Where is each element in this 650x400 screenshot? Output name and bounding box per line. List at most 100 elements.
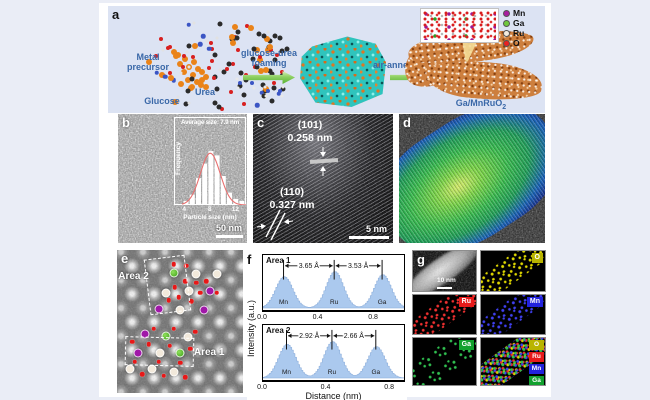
atom-marker-o: [151, 326, 156, 331]
atom-marker-o: [182, 279, 188, 284]
legend-item: Mn: [503, 8, 525, 18]
atom-dot: [198, 82, 204, 88]
panel-f-label: f: [247, 252, 252, 267]
metal-precursor-label: Metal precursor: [126, 52, 170, 72]
atom-marker-ru: [125, 364, 135, 374]
atom-marker-ru: [191, 269, 201, 279]
atom-marker-o: [214, 290, 219, 296]
atom-dot: [192, 42, 199, 49]
atom-marker-o: [161, 373, 166, 379]
atom-dot: [272, 81, 276, 85]
element-badge-ru: Ru: [458, 297, 474, 307]
atom-marker-o: [189, 299, 194, 304]
scale-bar: [437, 287, 452, 289]
atom-dot: [186, 43, 192, 49]
atom-dot: [167, 45, 172, 50]
eds-map-ga: Ga: [412, 337, 477, 386]
histogram-bars: [182, 151, 246, 205]
atom-dot: [248, 24, 255, 31]
atom-dot: [212, 52, 218, 58]
atom-dot: [191, 54, 196, 59]
atom-dot: [178, 81, 184, 87]
atom-dot: [200, 34, 206, 39]
x-ticks-area1: 0.0 0.4 0.8: [257, 314, 405, 323]
atom-dot: [218, 68, 222, 72]
atom-dot: [250, 56, 256, 62]
atom-dot: [238, 81, 242, 85]
atom-dot: [205, 39, 209, 43]
urea-label: Urea: [194, 87, 215, 97]
atom-dot: [228, 89, 233, 94]
svg-text:Mn: Mn: [279, 299, 288, 306]
svg-text:2.66 Å: 2.66 Å: [344, 331, 365, 340]
atom-dot: [145, 59, 152, 66]
atom-dot: [190, 72, 196, 78]
svg-text:Ga: Ga: [371, 369, 380, 376]
atom-marker-o: [204, 279, 209, 284]
svg-text:Ru: Ru: [330, 299, 339, 306]
atom-marker-o: [192, 329, 198, 334]
panel-f-intensity-profiles: f Intensity (a.u.) Area 1 Mn Ru Ga 3.65 Å 3.…: [247, 250, 407, 400]
atom-dot: [272, 57, 278, 63]
atom-dot: [258, 54, 263, 59]
atom-marker-mn: [154, 304, 164, 314]
atom-marker-ga: [161, 331, 171, 341]
legend-label: O: [513, 38, 520, 48]
overlay-badge-o: O: [529, 340, 544, 350]
eds-haadf-tile: g 10 nm: [412, 250, 477, 292]
atom-dot: [237, 83, 243, 89]
atom-marker-ga: [175, 348, 185, 358]
profile-tick: 0.4: [312, 314, 323, 321]
atom-dot: [211, 75, 216, 80]
atom-dot: [236, 86, 240, 90]
atom-dot: [180, 65, 185, 70]
atom-dot: [269, 98, 275, 104]
atom-dot: [277, 35, 283, 41]
atom-dot: [209, 40, 214, 45]
atom-dot: [254, 64, 260, 70]
atom-dot: [266, 44, 273, 51]
atom-dot: [186, 22, 191, 27]
atom-dot: [284, 46, 290, 52]
atom-dot: [197, 42, 203, 47]
atom-dot: [225, 66, 230, 71]
atom-marker-o: [156, 359, 161, 364]
atom-dot: [187, 65, 191, 69]
legend-label: Ga: [513, 18, 525, 28]
atom-marker-o: [129, 339, 135, 344]
profile-tick: 0.8: [368, 314, 378, 321]
atom-dot: [170, 48, 177, 55]
atom-dot: [281, 85, 285, 89]
panel-b-tem-image: b Average size: 7.9 nm Frequency 4 8 12 Pa…: [118, 114, 247, 243]
glucose-urea-foam: [300, 36, 386, 107]
atom-dot: [267, 68, 273, 74]
atom-dot: [153, 54, 158, 59]
product-label: Ga/MnRuO2: [455, 98, 507, 111]
atom-dot: [203, 74, 209, 80]
atom-marker-o: [177, 360, 183, 366]
atom-dot: [226, 61, 232, 67]
atom-dot: [215, 36, 219, 40]
atom-dot: [271, 85, 277, 91]
atom-marker-o: [166, 297, 171, 303]
legend-dot: [503, 19, 510, 27]
x-ticks-area2: 0.0 0.4 0.8: [257, 384, 405, 393]
figure-plate: a Metal precursor Glucose Urea glucose-ur…: [99, 3, 551, 400]
histogram-ylabel: Frequency: [175, 142, 182, 175]
atom-dot: [260, 82, 266, 87]
atom-dot: [231, 61, 236, 66]
atom-dot: [191, 59, 197, 65]
panel-a-synthesis-scheme: a Metal precursor Glucose Urea glucose-ur…: [108, 6, 545, 113]
atom-dot: [269, 71, 275, 77]
atom-dot: [185, 50, 189, 54]
atom-marker-o: [146, 342, 151, 347]
atom-legend: Mn Ga Ru O: [503, 8, 525, 48]
atom-dot: [234, 43, 238, 47]
atom-dot: [291, 49, 295, 53]
atom-dot: [258, 68, 265, 75]
profile-tick: 0.8: [384, 384, 394, 391]
atom-marker-o: [187, 346, 193, 351]
panel-g-eds-maps: g 10 nm O Ru Mn Ga: [412, 250, 546, 388]
legend-item: Ga: [503, 18, 525, 28]
svg-text:Ru: Ru: [328, 369, 337, 376]
